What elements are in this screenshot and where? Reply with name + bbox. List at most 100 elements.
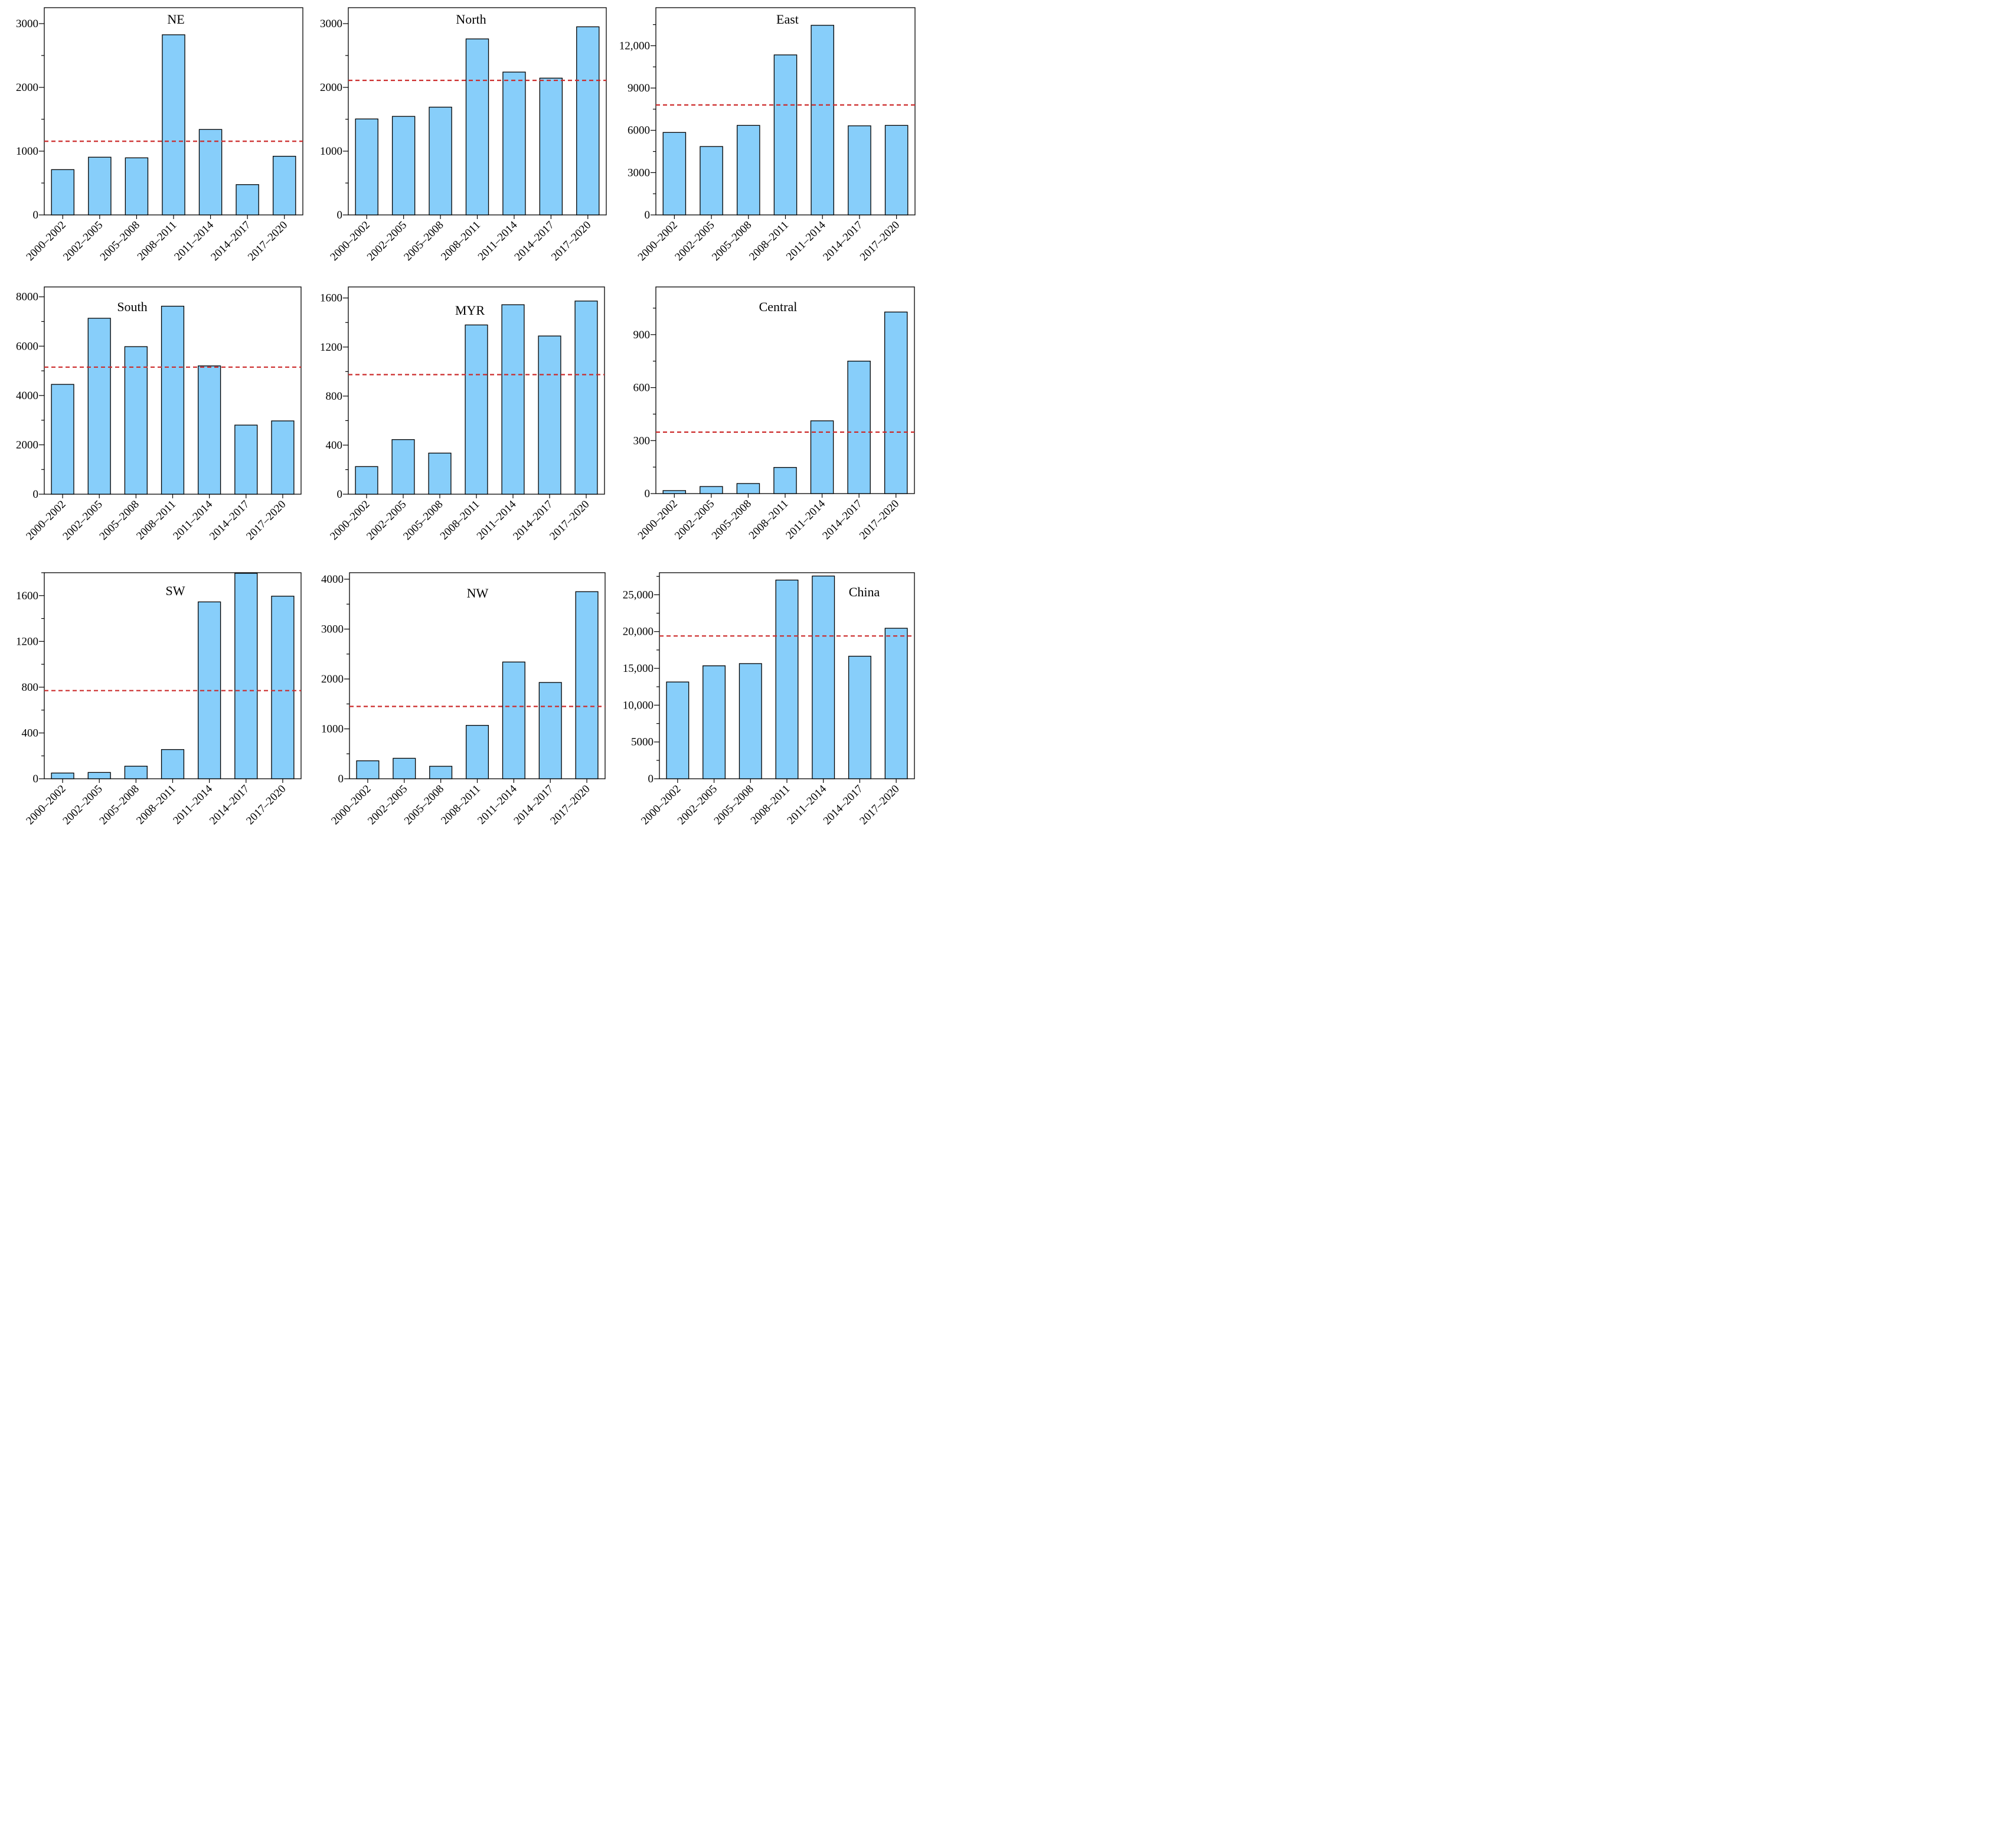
y-tick-label: 5000 — [631, 736, 654, 749]
bar — [703, 665, 726, 779]
y-tick-label: 2000 — [16, 439, 38, 451]
y-tick-label: 6000 — [628, 125, 650, 137]
y-tick-label: 800 — [22, 681, 39, 694]
x-tick-label: 2017–2020 — [244, 783, 288, 827]
panel-title: China — [849, 585, 880, 599]
bar — [88, 156, 112, 216]
bar — [465, 38, 489, 216]
panel-title: East — [776, 12, 799, 27]
x-tick-label: 2005–2008 — [710, 219, 754, 263]
x-tick-label: 2008–2011 — [134, 783, 178, 827]
bar — [162, 34, 185, 216]
x-tick-label: 2017–2020 — [549, 219, 593, 263]
y-tick-label: 0 — [33, 488, 39, 501]
x-tick-label: 2000–2002 — [328, 498, 372, 543]
bar — [234, 425, 258, 495]
x-tick-label: 2005–2008 — [97, 783, 142, 827]
bar — [737, 125, 760, 216]
plot-frame — [44, 572, 302, 779]
y-tick-label: 0 — [338, 773, 344, 785]
x-tick-label: 2005–2008 — [401, 219, 446, 263]
y-tick-label: 2000 — [321, 673, 344, 685]
y-tick-label: 9000 — [628, 82, 650, 94]
bar — [271, 596, 295, 779]
bar — [198, 129, 223, 216]
panel-title: South — [117, 299, 147, 314]
bar — [125, 157, 149, 216]
x-tick-label: 2002–2005 — [672, 498, 717, 542]
panel-title: NW — [467, 586, 489, 600]
x-tick-label: 2014–2017 — [511, 498, 555, 543]
y-tick-label: 3000 — [321, 623, 344, 635]
bar — [465, 324, 488, 495]
y-tick-label: 1000 — [320, 145, 342, 158]
x-tick-label: 2008–2011 — [747, 498, 791, 542]
bar — [811, 25, 834, 216]
x-tick-label: 2014–2017 — [208, 219, 253, 263]
bar — [161, 305, 185, 495]
x-tick-label: 2000–2002 — [24, 219, 68, 263]
bar — [773, 467, 797, 494]
y-tick-label: 400 — [326, 439, 343, 452]
y-tick-label: 8000 — [16, 291, 38, 303]
x-tick-label: 2005–2008 — [401, 498, 445, 543]
bar — [700, 486, 723, 494]
bar — [662, 490, 687, 494]
bar — [124, 346, 148, 495]
x-tick-label: 2014–2017 — [512, 219, 557, 263]
panel-central: 0 300 600 900 2000–20022002–20052005–2008200… — [633, 286, 915, 542]
chart-figure: 0 1000 2000 3000 2000–2002 2002–2005 2005–2008… — [0, 0, 926, 847]
x-tick-label: 2002–2005 — [365, 783, 410, 827]
x-tick-label: 2002–2005 — [60, 783, 104, 827]
panel-east: 030006000900012,0002000–20022002–2005200… — [619, 7, 916, 263]
y-tick-label: 600 — [633, 382, 651, 394]
panel-ne: 0 1000 2000 3000 2000–20022002–20052005–2008… — [16, 7, 303, 263]
x-tick-label: 2011–2014 — [784, 218, 828, 263]
y-tick-label: 20,000 — [623, 626, 654, 638]
x-tick-label: 2002–2005 — [61, 219, 105, 263]
panel-sw: 0 400 800 1200 1600 2000–20022002–20052005–20… — [16, 572, 302, 827]
bar — [393, 758, 416, 779]
bar — [884, 628, 908, 779]
x-tick-label: 2017–2020 — [547, 498, 592, 543]
bar — [538, 335, 561, 495]
y-tick-label: 1200 — [320, 341, 342, 354]
x-tick-label: 2008–2011 — [134, 498, 178, 543]
bar — [576, 26, 600, 216]
x-tick-label: 2017–2020 — [548, 783, 592, 827]
x-tick-label: 2014–2017 — [820, 498, 864, 542]
x-tick-label: 2005–2008 — [402, 783, 446, 827]
bar — [502, 71, 526, 216]
y-tick-label: 2000 — [16, 81, 38, 94]
bar — [736, 483, 760, 494]
bar — [700, 146, 723, 216]
x-tick-label: 2000–2002 — [24, 783, 68, 827]
y-tick-label: 0 — [33, 209, 39, 221]
y-tick-label: 3000 — [16, 18, 38, 30]
bar — [428, 452, 452, 495]
plot-frame — [655, 286, 915, 494]
bar — [662, 132, 687, 216]
x-tick-label: 2005–2008 — [98, 219, 142, 263]
bar — [848, 655, 871, 779]
y-tick-label: 0 — [337, 488, 343, 501]
x-tick-label: 2014–2017 — [821, 219, 865, 263]
bar — [884, 125, 909, 216]
y-tick-label: 1600 — [320, 292, 342, 305]
y-tick-label: 300 — [633, 435, 651, 447]
chart-grid: 01000200030002000–20022002–20052005–2008… — [16, 7, 916, 827]
panel-nw: 0 1000 2000 3000 4000 2000–20022002–20052005–… — [321, 572, 606, 827]
panel-south: 0 2000 4000 6000 8000 2000–20022002–20052005–… — [16, 286, 302, 543]
x-tick-label: 2002–2005 — [672, 219, 717, 263]
y-tick-label: 400 — [22, 727, 39, 739]
y-tick-label: 1000 — [16, 145, 38, 158]
bar — [848, 125, 871, 216]
bar — [539, 77, 563, 216]
panel-title: MYR — [455, 303, 485, 318]
bar — [429, 106, 452, 216]
x-tick-label: 2008–2011 — [438, 498, 482, 543]
y-tick-label: 6000 — [16, 340, 38, 352]
y-tick-label: 0 — [645, 209, 651, 221]
bar — [574, 301, 598, 495]
x-tick-label: 2017–2020 — [857, 783, 901, 827]
